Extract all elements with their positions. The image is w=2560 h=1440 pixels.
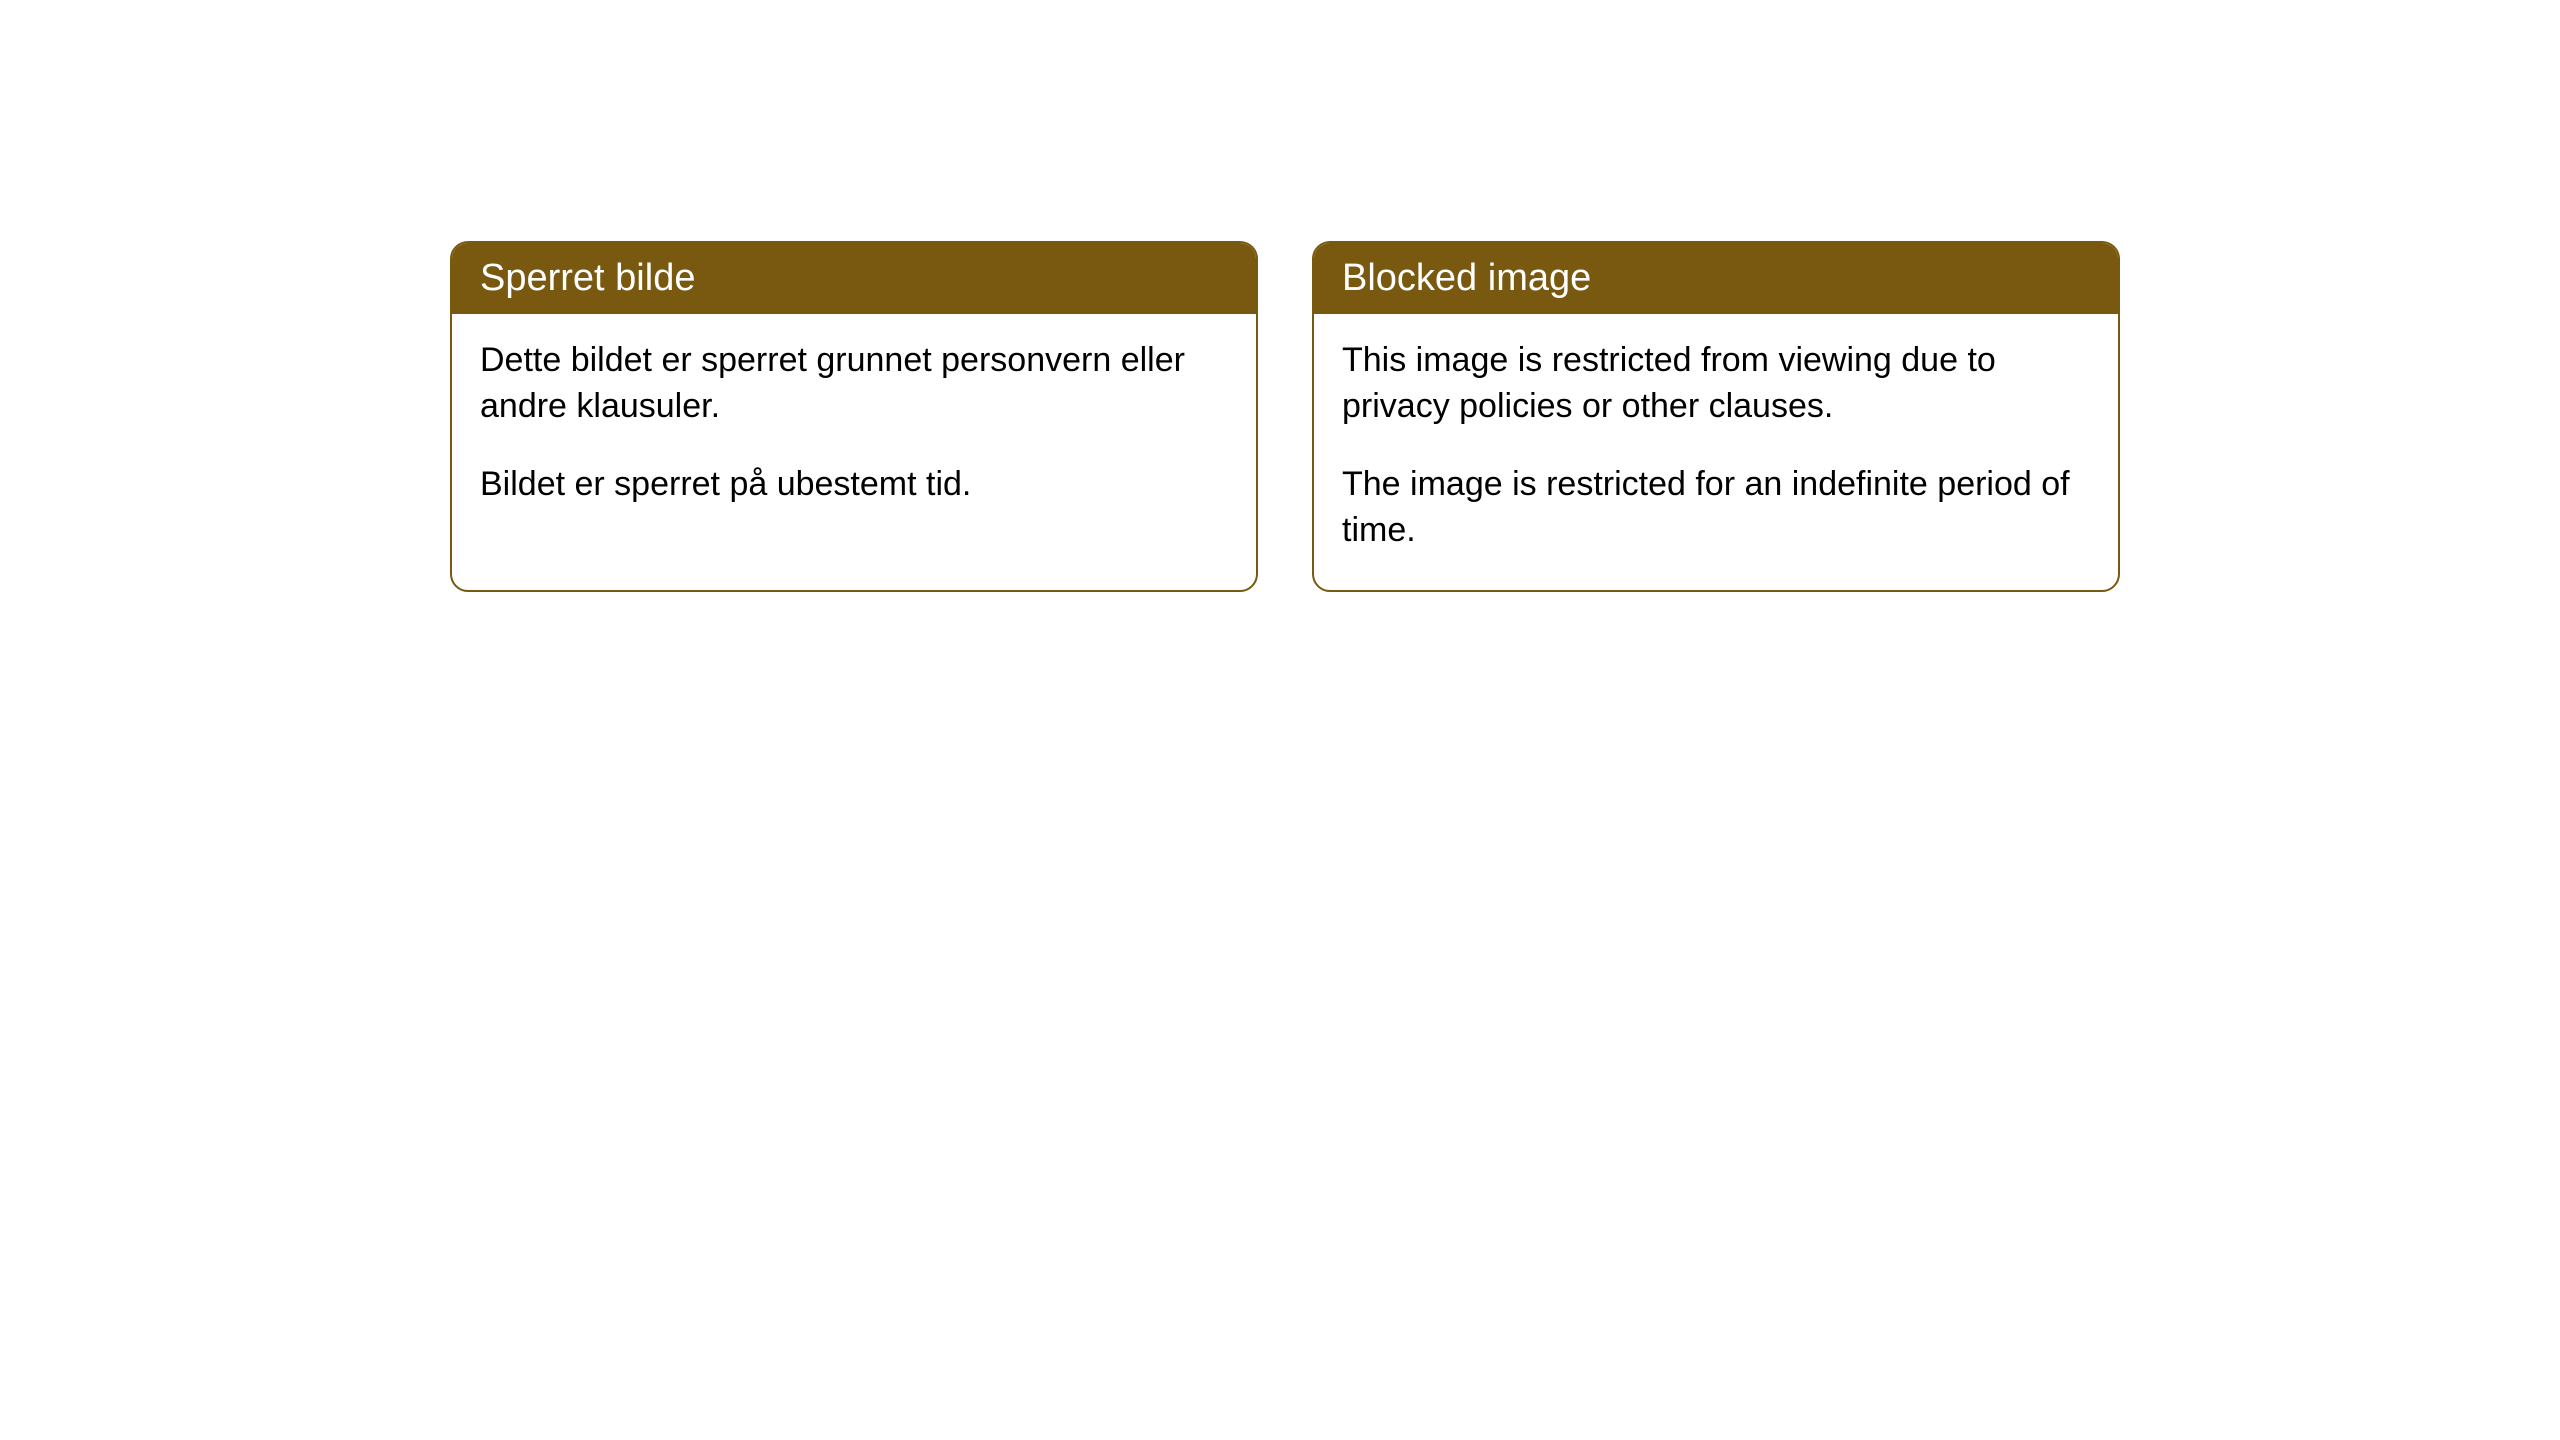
card-title-en: Blocked image [1342,257,1591,299]
card-body-en: This image is restricted from viewing du… [1314,314,2118,590]
card-paragraph-1-no: Dette bildet er sperret grunnet personve… [480,338,1228,430]
card-header-en: Blocked image [1314,243,2118,314]
notice-cards-container: Sperret bilde Dette bildet er sperret gr… [450,241,2120,592]
blocked-image-card-no: Sperret bilde Dette bildet er sperret gr… [450,241,1258,592]
blocked-image-card-en: Blocked image This image is restricted f… [1312,241,2120,592]
card-header-no: Sperret bilde [452,243,1256,314]
card-paragraph-2-no: Bildet er sperret på ubestemt tid. [480,462,1228,508]
card-title-no: Sperret bilde [480,257,695,299]
card-body-no: Dette bildet er sperret grunnet personve… [452,314,1256,544]
card-paragraph-2-en: The image is restricted for an indefinit… [1342,462,2090,554]
card-paragraph-1-en: This image is restricted from viewing du… [1342,338,2090,430]
